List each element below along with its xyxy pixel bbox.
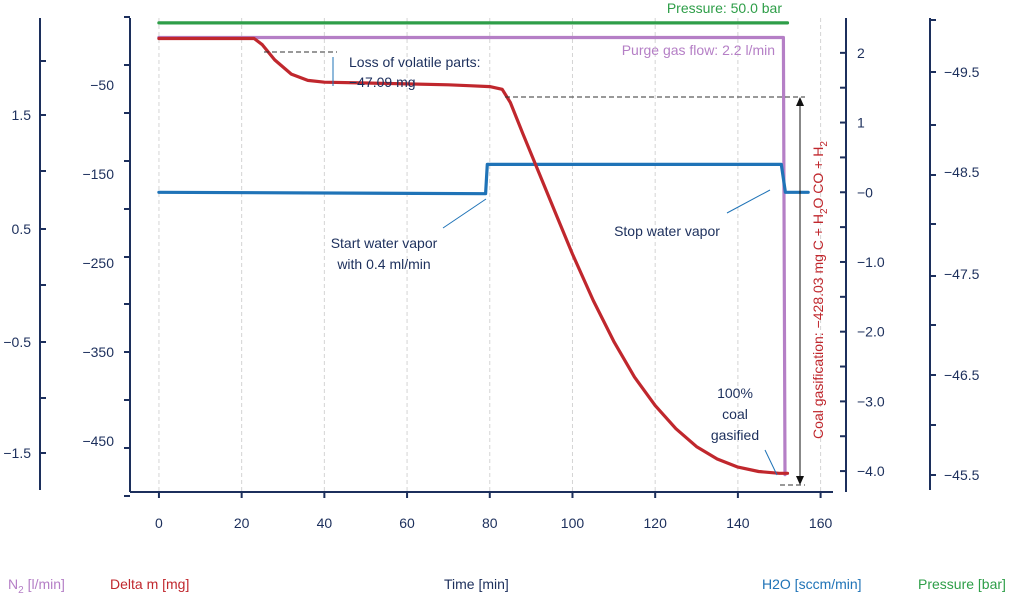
h2o-tick-label-4: −2.0 xyxy=(857,324,885,340)
pressure-annotation: Pressure: 50.0 bar xyxy=(667,0,783,16)
x-tick-label-20: 20 xyxy=(234,515,250,531)
delta-m-tick-label-1: −150 xyxy=(82,166,114,182)
x-tick-label-0: 0 xyxy=(155,515,163,531)
start-water-annotation-line1: Start water vapor xyxy=(331,235,438,251)
h2o-tick-label-0: 2 xyxy=(857,45,865,61)
n2-tick-label-2: −0.5 xyxy=(3,334,31,350)
n2-tick-label-3: −1.5 xyxy=(3,445,31,461)
x-axis-title: Time [min] xyxy=(444,576,509,592)
gasification-sub-1: 2 xyxy=(819,208,830,214)
h2o-tick-label-3: −1.0 xyxy=(857,254,885,270)
n2-tick-label-0: 1.5 xyxy=(12,107,32,123)
pressure-tick-label-2: −47.5 xyxy=(944,266,980,282)
x-tick-label-120: 120 xyxy=(644,515,668,531)
n2-title-prefix: N xyxy=(8,576,19,592)
delta-m-tick-label-4: −450 xyxy=(82,433,114,449)
start-water-annotation-line2: with 0.4 ml/min xyxy=(336,256,430,272)
n2-axis-title: N2 [l/min] xyxy=(8,576,65,596)
stop-water-leader-line xyxy=(726,189,771,214)
gasification-sub-2: 2 xyxy=(819,141,830,147)
series-lines xyxy=(157,21,810,477)
axis-ticks: 0 20 40 60 80 100 120 140 160 −50 −150 −250 −350 −450… xyxy=(3,16,980,531)
gasification-annotation: Coal gasification: −428.03 mg C + H2O CO… xyxy=(810,141,830,439)
series-line-delta-m-mg xyxy=(157,36,790,475)
delta-m-axis-title: Delta m [mg] xyxy=(110,576,190,592)
pressure-tick-label-4: −45.5 xyxy=(944,467,980,483)
start-water-leader-line xyxy=(442,198,487,229)
gasified-leader-line xyxy=(764,449,778,476)
delta-m-tick-label-0: −50 xyxy=(90,77,114,93)
x-tick-label-40: 40 xyxy=(317,515,333,531)
h2o-axis-title: H2O [sccm/min] xyxy=(762,576,862,592)
gasification-arrow-up xyxy=(796,97,804,106)
stop-water-annotation: Stop water vapor xyxy=(614,223,720,239)
x-tick-label-100: 100 xyxy=(561,515,585,531)
gasified-annotation-line2: coal xyxy=(722,406,748,422)
n2-title-suffix: [l/min] xyxy=(23,576,65,592)
gasified-annotation-line3: gasified xyxy=(711,427,759,443)
series-line-purge-gas-flow xyxy=(157,35,787,477)
delta-m-tick-label-3: −350 xyxy=(82,344,114,360)
grid-lines xyxy=(158,18,822,492)
purge-annotation: Purge gas flow: 2.2 l/min xyxy=(622,42,775,58)
h2o-tick-label-5: −3.0 xyxy=(857,393,885,409)
delta-m-tick-label-2: −250 xyxy=(82,255,114,271)
gasified-annotation-line1: 100% xyxy=(717,385,753,401)
volatile-annotation-line2: −47.09 mg xyxy=(349,74,416,90)
gasification-arrow-down xyxy=(796,476,804,485)
x-tick-label-60: 60 xyxy=(399,515,415,531)
n2-tick-label-1: 0.5 xyxy=(12,221,32,237)
h2o-tick-label-2: −0 xyxy=(857,184,873,200)
x-tick-label-140: 140 xyxy=(726,515,750,531)
n2-title-sub: 2 xyxy=(18,584,24,596)
series-line-h2o-sccm-min xyxy=(157,162,810,196)
h2o-tick-label-1: 1 xyxy=(857,115,865,131)
x-tick-label-160: 160 xyxy=(809,515,833,531)
gasification-text-2: O CO + H xyxy=(810,147,826,209)
pressure-tick-label-0: −49.5 xyxy=(944,64,980,80)
volatile-annotation-line1: Loss of volatile parts: xyxy=(349,54,481,70)
x-tick-label-80: 80 xyxy=(482,515,498,531)
pressure-tick-label-3: −46.5 xyxy=(944,367,980,383)
pressure-axis-title: Pressure [bar] xyxy=(918,576,1006,592)
gasification-text-1: Coal gasification: −428.03 mg C + H xyxy=(810,214,826,439)
h2o-tick-label-6: −4.0 xyxy=(857,463,885,479)
pressure-tick-label-1: −48.5 xyxy=(944,164,980,180)
